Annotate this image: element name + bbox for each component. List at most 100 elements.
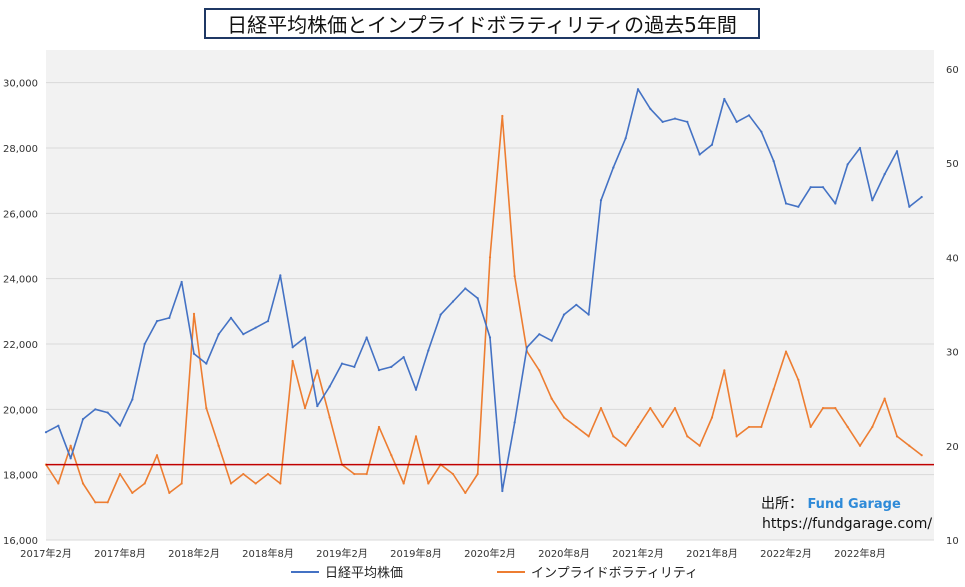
series-line-nikkei-point xyxy=(883,173,886,176)
series-line-nikkei-point xyxy=(575,303,578,306)
series-line-nikkei-point xyxy=(353,365,356,368)
series-line-iv-point xyxy=(131,491,134,494)
series-line-iv-point xyxy=(254,482,257,485)
series-line-nikkei-point xyxy=(513,421,516,424)
series-line-nikkei-point xyxy=(846,163,849,166)
series-line-nikkei-point xyxy=(81,418,85,421)
series-line-iv-point xyxy=(316,369,319,372)
credit-brand: Fund Garage xyxy=(807,497,901,512)
series-line-iv-point xyxy=(747,425,751,429)
series-line-iv-point xyxy=(365,472,368,476)
series-line-iv-point xyxy=(636,425,640,429)
series-line-nikkei-point xyxy=(303,336,307,339)
series-line-nikkei-point xyxy=(365,336,368,339)
series-line-iv-point xyxy=(328,416,331,419)
series-line-nikkei-point xyxy=(254,326,257,329)
series-line-nikkei-point xyxy=(747,114,751,117)
series-line-nikkei-point xyxy=(760,130,763,133)
series-line-iv-point xyxy=(390,454,393,457)
series-line-nikkei-point xyxy=(168,316,171,319)
series-line-nikkei-point xyxy=(895,150,899,153)
series-line-iv-point xyxy=(205,406,208,410)
right-tick-label: 30 xyxy=(946,348,959,359)
source-credit: 出所： Fund Garage xyxy=(761,493,901,513)
series-line-iv-point xyxy=(661,425,664,429)
series-line-iv-point xyxy=(353,472,356,476)
series-line-iv-point xyxy=(710,416,714,419)
series-line-nikkei-point xyxy=(279,274,282,277)
series-line-iv-point xyxy=(488,256,492,259)
series-line-nikkei-point xyxy=(920,195,923,199)
series-line-nikkei-point xyxy=(328,385,331,388)
left-tick-label: 24,000 xyxy=(3,275,38,286)
series-line-iv-point xyxy=(155,454,159,457)
series-line-nikkei-point xyxy=(871,199,874,202)
legend-swatch-iv xyxy=(497,570,525,573)
series-line-iv-point xyxy=(834,406,837,410)
series-line-iv-point xyxy=(550,397,553,400)
series-line-nikkei-point xyxy=(242,333,245,336)
series-line-nikkei-point xyxy=(57,424,60,427)
series-line-nikkei-point xyxy=(673,117,677,120)
series-line-iv-point xyxy=(772,388,775,391)
right-tick-label: 20 xyxy=(946,442,959,453)
series-line-iv-point xyxy=(81,482,85,485)
series-line-iv-point xyxy=(451,472,455,476)
series-line-iv-point xyxy=(217,444,220,447)
series-line-iv-point xyxy=(908,444,911,447)
series-line-iv-point xyxy=(476,472,479,476)
series-line-nikkei-point xyxy=(784,202,788,205)
series-line-nikkei-point xyxy=(476,297,479,300)
series-line-nikkei-point xyxy=(772,159,775,163)
left-tick-label: 30,000 xyxy=(3,79,38,90)
series-line-nikkei-point xyxy=(809,186,812,189)
series-line-nikkei-point xyxy=(217,333,220,336)
series-line-nikkei-point xyxy=(131,398,134,401)
series-line-nikkei-point xyxy=(821,186,825,189)
series-line-nikkei-point xyxy=(291,346,294,349)
series-line-nikkei-point xyxy=(377,369,381,372)
x-tick-label: 2018年8月 xyxy=(242,547,294,560)
series-line-iv-point xyxy=(291,359,294,363)
series-line-iv-point xyxy=(303,406,307,410)
series-line-nikkei xyxy=(45,88,923,492)
series-line-iv-point xyxy=(809,425,812,429)
right-tick-label: 40 xyxy=(946,253,959,264)
legend-swatch-nikkei xyxy=(291,570,319,573)
series-line-iv-point xyxy=(279,482,282,485)
series-line-iv-point xyxy=(575,425,578,429)
series-line-nikkei-point xyxy=(710,143,714,146)
legend: 日経平均株価 インプライドボラティリティ xyxy=(0,562,965,584)
chart-title: 日経平均株価とインプライドボラティリティの過去5年間 xyxy=(204,8,760,39)
series-layer xyxy=(44,88,923,504)
series-line-nikkei-point xyxy=(858,146,862,150)
left-tick-label: 28,000 xyxy=(3,144,38,155)
series-line-iv-point xyxy=(673,406,677,410)
series-line-nikkei-point xyxy=(439,313,442,316)
x-tick-label: 2018年2月 xyxy=(168,547,220,560)
series-line-nikkei-point xyxy=(390,365,393,368)
series-line-nikkei-point xyxy=(562,313,566,316)
right-tick-label: 50 xyxy=(946,159,959,170)
series-line-iv-point xyxy=(402,482,405,485)
series-line-iv-point xyxy=(723,369,726,372)
series-line-iv-point xyxy=(94,501,97,504)
series-line-nikkei-point xyxy=(797,205,800,208)
series-line-nikkei-point xyxy=(44,431,48,434)
x-axis-ticks: 2017年2月 2017年8月 2018年2月 2018年8月 2019年2月 2019年… xyxy=(20,547,886,560)
series-line-iv-point xyxy=(414,435,418,438)
credit-url[interactable]: https://fundgarage.com/ xyxy=(762,516,933,532)
series-line-nikkei-point xyxy=(525,346,529,349)
series-line-iv-point xyxy=(846,425,849,429)
series-line-iv-point xyxy=(735,435,738,438)
series-line-iv-point xyxy=(57,482,60,485)
series-line-nikkei-point xyxy=(735,120,738,123)
series-line-nikkei-point xyxy=(118,424,122,427)
series-line-iv-point xyxy=(784,350,788,353)
x-tick-label: 2017年8月 xyxy=(94,547,146,560)
series-line-nikkei-point xyxy=(414,388,418,391)
series-line-iv-point xyxy=(464,491,467,494)
series-line-iv-point xyxy=(192,312,196,315)
